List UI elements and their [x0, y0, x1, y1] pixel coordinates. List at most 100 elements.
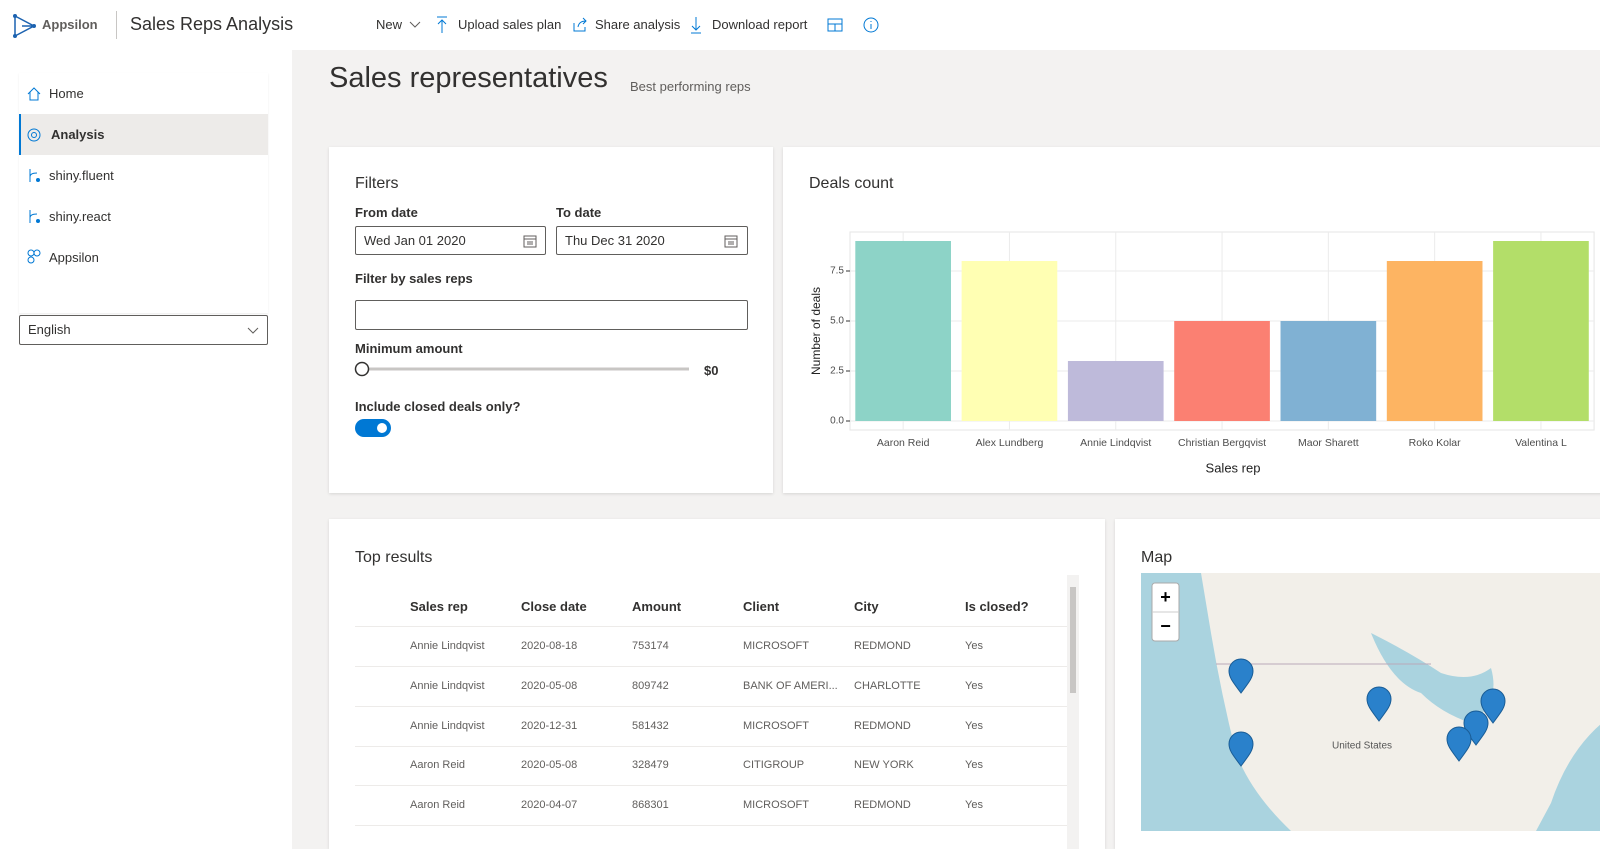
cmd-new[interactable]: New — [376, 17, 403, 32]
row-line — [355, 705, 1067, 707]
column-header: City — [854, 599, 879, 614]
column-header: Client — [743, 599, 780, 614]
cell: Annie Lindqvist — [410, 719, 485, 732]
map[interactable]: United States + − — [1141, 573, 1600, 831]
x-axis-label: Sales rep — [1206, 460, 1261, 475]
cmd-share[interactable]: Share analysis — [595, 17, 681, 32]
bar — [1493, 241, 1589, 421]
cell: 2020-12-31 — [521, 719, 578, 732]
layout-icon[interactable] — [827, 18, 843, 32]
cell: Yes — [965, 640, 983, 652]
min-value: $0 — [704, 363, 719, 378]
calendar-icon — [523, 235, 537, 248]
cell: 2020-05-08 — [521, 679, 578, 692]
nav-analysis[interactable]: Analysis — [19, 114, 268, 155]
cell: 328479 — [632, 759, 669, 772]
upload-icon — [437, 16, 447, 33]
column-header: Is closed? — [965, 599, 1029, 614]
cell: 2020-05-08 — [521, 759, 578, 772]
nav-react[interactable]: shiny.react — [49, 209, 111, 224]
cell: MICROSOFT — [743, 799, 809, 812]
slider[interactable] — [353, 361, 693, 377]
row-line — [355, 626, 1067, 627]
x-tick-label: Roko Kolar — [1409, 437, 1461, 449]
divider — [116, 11, 117, 39]
nav-fluent[interactable]: shiny.fluent — [49, 168, 114, 183]
app-title: Sales Reps Analysis — [130, 14, 294, 34]
download-icon — [691, 17, 701, 34]
scrollbar[interactable] — [1067, 575, 1079, 849]
y-axis-label: Number of deals — [809, 287, 823, 375]
x-tick-label: Valentina L — [1515, 437, 1567, 449]
cell: 581432 — [632, 719, 669, 732]
reps-label: Filter by sales reps — [355, 271, 473, 286]
column-header: Close date — [521, 599, 587, 614]
bar — [1067, 361, 1164, 421]
to-date[interactable]: Thu Dec 31 2020 — [556, 226, 748, 255]
bar — [961, 261, 1058, 421]
bar — [1280, 321, 1377, 421]
bar — [855, 241, 951, 421]
page-subtitle: Best performing reps — [630, 79, 751, 94]
map-country: United States — [1332, 741, 1392, 752]
language-dropdown[interactable]: English — [19, 315, 268, 345]
closed-label: Include closed deals only? — [355, 399, 521, 414]
cell: 809742 — [632, 679, 669, 692]
zoom-in[interactable]: + — [1160, 587, 1171, 607]
cmd-download[interactable]: Download report — [712, 17, 808, 32]
info-icon[interactable] — [863, 17, 879, 33]
chart-card: Deals count 0.0 2.5 5.0 7.5 Aaron Reid Alex L… — [783, 147, 1600, 493]
bar — [1174, 321, 1270, 421]
calendar-icon — [724, 235, 738, 248]
x-tick-label: Alex Lundberg — [976, 437, 1044, 449]
nav: Home Analysis shiny.fluent shiny.react A… — [19, 73, 268, 313]
chart: Deals count 0.0 2.5 5.0 7.5 Aaron Reid Alex L… — [809, 175, 1595, 475]
table-card: Top results Sales rep Close date Amount Cli… — [329, 519, 1105, 849]
y-tick-label: 7.5 — [830, 266, 844, 277]
x-tick-label: Maor Sharett — [1298, 437, 1359, 449]
cell: MICROSOFT — [743, 719, 809, 732]
min-label: Minimum amount — [355, 341, 463, 356]
to-label: To date — [556, 205, 602, 220]
from-label: From date — [355, 205, 418, 220]
x-tick-label: Christian Bergqvist — [1178, 437, 1266, 449]
column-header: Amount — [632, 599, 682, 614]
reps-input[interactable] — [355, 300, 748, 330]
cell: Annie Lindqvist — [410, 679, 485, 692]
chevron — [247, 327, 259, 334]
cell: Yes — [965, 719, 983, 732]
cell: Yes — [965, 799, 983, 812]
row-line — [355, 745, 1067, 747]
cell: Yes — [965, 759, 983, 772]
y-tick-label: 5.0 — [830, 316, 844, 327]
cell: Annie Lindqvist — [410, 640, 485, 652]
nav-home[interactable]: Home — [49, 86, 84, 101]
cell: CHARLOTTE — [854, 679, 921, 692]
cell: REDMOND — [854, 799, 911, 812]
cell: 2020-08-18 — [521, 640, 578, 652]
cmd-upload[interactable]: Upload sales plan — [458, 17, 562, 32]
table: Sales rep Close date Amount Client City Is cl… — [355, 575, 1067, 849]
chevron — [409, 21, 421, 28]
cell: 2020-04-07 — [521, 799, 578, 812]
to-value: Thu Dec 31 2020 — [565, 233, 665, 248]
map-title: Map — [1141, 549, 1173, 566]
nav-appsilon[interactable]: Appsilon — [49, 250, 99, 265]
cell: 868301 — [632, 799, 669, 812]
toggle[interactable] — [354, 418, 394, 438]
y-tick-label: 2.5 — [830, 366, 844, 377]
map-card: Map United States + − — [1115, 519, 1600, 849]
logo-text: Appsilon — [42, 17, 98, 32]
column-header: Sales rep — [410, 599, 468, 614]
share-icon — [573, 17, 587, 32]
header: Appsilon Sales Reps Analysis New Upload … — [0, 0, 1600, 50]
x-tick-label: Annie Lindqvist — [1080, 437, 1151, 449]
zoom-out[interactable]: − — [1160, 616, 1171, 636]
cell: Aaron Reid — [410, 799, 466, 812]
cell: 753174 — [632, 640, 669, 652]
logo-icon — [13, 14, 36, 38]
from-date[interactable]: Wed Jan 01 2020 — [355, 226, 546, 255]
from-value: Wed Jan 01 2020 — [364, 233, 466, 248]
row-line — [355, 666, 1067, 667]
